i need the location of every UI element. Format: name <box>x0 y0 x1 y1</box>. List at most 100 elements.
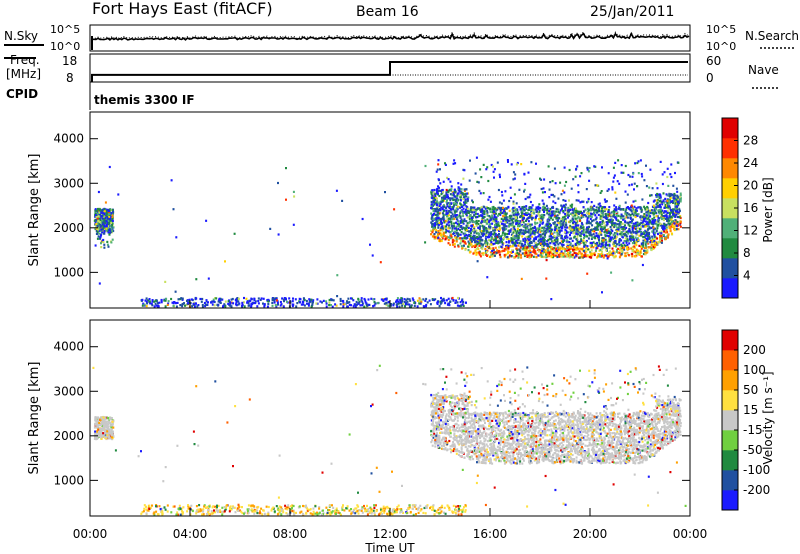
power-echo-cell <box>453 239 456 242</box>
power-echo-cell <box>615 217 618 220</box>
power-echo-cell <box>530 229 533 232</box>
power-echo-cell <box>538 225 541 228</box>
power-echo-cell <box>587 207 589 210</box>
power-echo-cell <box>671 223 674 226</box>
power-echo-cell <box>447 238 450 242</box>
power-echo-cell <box>316 298 319 301</box>
power-echo-cell <box>538 227 541 230</box>
power-echo-cell <box>599 191 602 194</box>
power-echo-cell <box>560 250 563 253</box>
power-echo-cell <box>508 225 511 228</box>
power-echo-cell <box>664 203 667 207</box>
power-echo-cell <box>171 301 174 304</box>
power-echo-cell <box>519 246 522 249</box>
power-colorbar-label: 4 <box>743 269 751 283</box>
power-ylabel: Slant Range [km] <box>27 154 42 267</box>
power-echo-cell <box>661 173 664 176</box>
power-echo-cell <box>464 227 466 230</box>
power-echo-cell <box>501 231 504 234</box>
power-echo-cell <box>566 245 569 249</box>
power-echo-cell <box>575 211 577 214</box>
power-echo-cell <box>471 224 474 227</box>
power-echo-cell <box>493 229 496 232</box>
power-echo-cell <box>364 299 367 302</box>
power-echo-cell <box>562 223 565 226</box>
cpid-label: CPID <box>6 87 38 101</box>
power-echo-cell <box>472 220 475 223</box>
power-echo-cell <box>562 199 565 202</box>
power-echo-cell <box>279 300 282 304</box>
power-echo-cell <box>514 244 517 247</box>
power-echo-cell <box>533 212 536 215</box>
power-echo-cell <box>422 305 425 308</box>
power-echo-cell <box>478 253 481 256</box>
power-echo-cell <box>663 230 666 233</box>
power-echo-cell <box>508 230 511 233</box>
power-echo-cell <box>558 255 561 258</box>
power-echo-cell <box>454 216 457 219</box>
power-echo-cell <box>585 239 588 243</box>
power-echo-cell <box>619 223 622 226</box>
power-echo-cell <box>674 211 677 214</box>
power-echo-cell <box>566 226 569 229</box>
power-echo-cell <box>99 236 102 239</box>
power-echo-cell <box>569 248 571 251</box>
power-echo-cell <box>548 235 551 238</box>
power-echo-cell <box>613 174 616 177</box>
power-echo-cell <box>677 204 680 207</box>
power-echo-cell <box>542 248 545 251</box>
power-echo-cell <box>667 206 670 209</box>
power-echo-cell <box>663 206 666 209</box>
power-echo-cell <box>667 233 670 236</box>
power-echo-cell <box>103 222 106 225</box>
power-echo-cell <box>498 212 501 216</box>
power-echo-cell <box>625 214 628 217</box>
power-echo-cell <box>547 247 550 250</box>
power-echo-cell <box>625 206 628 209</box>
power-echo-cell <box>433 212 435 215</box>
power-echo-cell <box>674 219 677 222</box>
power-echo-cell <box>96 230 99 233</box>
power-echo-cell <box>620 234 623 237</box>
power-echo-cell <box>548 222 551 226</box>
power-echo-cell <box>390 303 393 306</box>
power-echo-cell <box>656 198 659 202</box>
power-echo-cell <box>498 233 500 236</box>
power-echo-cell <box>520 207 523 210</box>
power-echo-cell <box>674 206 677 209</box>
power-echo-cell <box>613 211 615 214</box>
power-echo-cell <box>437 233 439 236</box>
power-echo-cell <box>522 239 525 242</box>
power-echo-cell <box>585 215 588 218</box>
power-echo-cell <box>552 205 554 209</box>
power-echo-cell <box>487 179 490 183</box>
ytick-label: 4000 <box>53 132 84 146</box>
power-echo-cell <box>583 245 586 248</box>
power-echo-cell <box>493 254 496 257</box>
power-echo-cell <box>449 237 452 240</box>
power-echo-cell <box>541 249 544 253</box>
power-echo-cell <box>545 277 548 280</box>
power-echo-cell <box>482 205 485 208</box>
power-echo-cell <box>486 166 489 169</box>
power-echo-cell <box>592 219 595 222</box>
power-echo-cell <box>534 244 537 248</box>
power-echo-cell <box>581 247 584 250</box>
power-echo-cell <box>653 221 656 224</box>
power-echo-cell <box>452 243 454 246</box>
power-echo-cell <box>652 219 655 222</box>
power-echo-cell <box>438 221 441 224</box>
power-echo-cell <box>455 240 458 243</box>
power-echo-cell <box>540 227 542 230</box>
power-echo-cell <box>432 227 435 230</box>
power-echo-cell <box>525 218 528 221</box>
power-echo-cell <box>396 305 399 308</box>
power-echo-cell <box>648 226 651 229</box>
power-echo-cell <box>656 227 659 230</box>
power-echo-cell <box>524 223 527 226</box>
power-echo-cell <box>639 206 642 209</box>
power-echo-cell <box>460 230 463 234</box>
power-echo-cell <box>474 243 477 246</box>
power-echo-cell <box>361 302 364 305</box>
power-echo-cell <box>576 241 579 244</box>
